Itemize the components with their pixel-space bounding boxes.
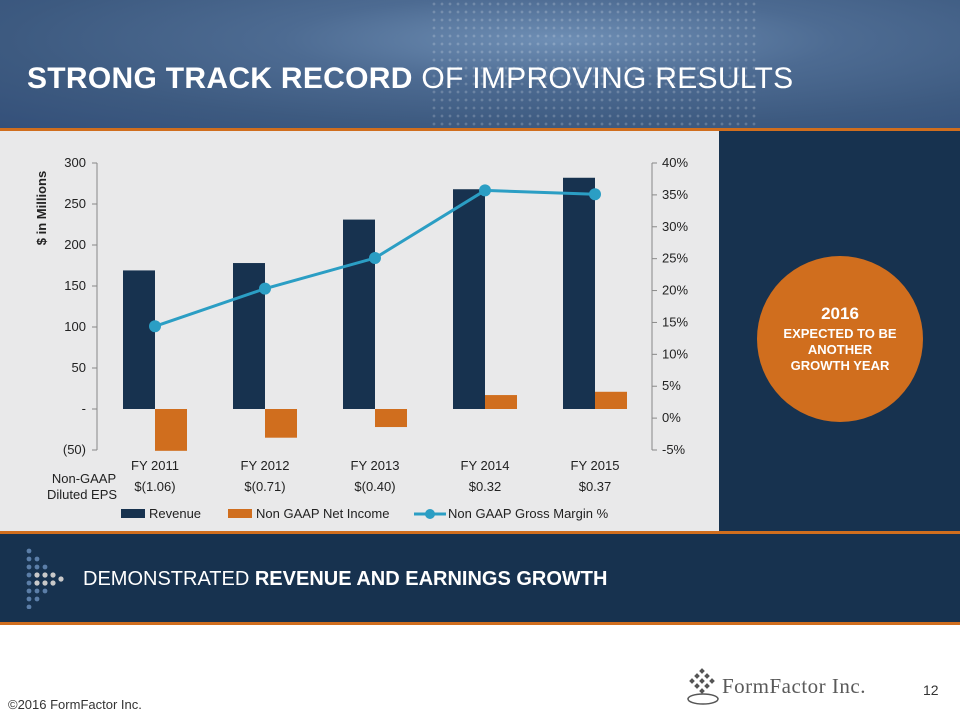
category-label: FY 2011 (131, 458, 179, 473)
net-income-bar (265, 409, 297, 438)
net-income-bar (595, 391, 627, 409)
right-tick-label: 0% (662, 410, 681, 425)
left-tick-label: 300 (64, 155, 86, 170)
left-tick-label: 200 (64, 237, 86, 252)
logo-wordmark: FormFactor Inc. (722, 674, 866, 698)
gross-margin-point (259, 282, 271, 295)
revenue-bar (453, 189, 485, 409)
title-light: OF IMPROVING RESULTS (412, 62, 794, 95)
callout-line-2: ANOTHER (807, 342, 873, 357)
header-circuit-pattern (430, 0, 760, 128)
eps-label-line-2: Diluted EPS (47, 487, 117, 502)
logo-mark-icon (687, 668, 719, 705)
copyright: ©2016 FormFactor Inc. (8, 697, 142, 712)
left-tick-label: (50) (63, 442, 86, 457)
legend-label-gross-margin: Non GAAP Gross Margin % (448, 506, 609, 521)
title-bold: STRONG TRACK RECORD (27, 62, 413, 95)
revenue-bar (123, 270, 155, 409)
callout-circle: 2016 EXPECTED TO BE ANOTHER GROWTH YEAR (757, 256, 923, 422)
eps-value: $0.37 (579, 479, 612, 494)
slide-title: STRONG TRACK RECORD OF IMPROVING RESULTS (27, 62, 794, 96)
left-tick-label: 150 (64, 278, 86, 293)
category-label: FY 2012 (241, 458, 290, 473)
right-tick-label: 30% (662, 219, 688, 234)
right-tick-label: -5% (662, 442, 686, 457)
right-tick-label: 10% (662, 346, 688, 361)
eps-label-line-1: Non-GAAP (52, 471, 116, 486)
right-tick-label: 25% (662, 251, 688, 266)
eps-value: $0.32 (469, 479, 502, 494)
eps-value: $(1.06) (134, 479, 175, 494)
revenue-bar (343, 219, 375, 409)
revenue-bar (233, 263, 265, 409)
callout-line-1: EXPECTED TO BE (783, 326, 897, 341)
chart-panel: 300 250 200 150 100 50 - (50) 40% 35% 30% 25% 20% 15%… (0, 131, 719, 531)
callout-year: 2016 (821, 304, 859, 323)
chevron-dots-icon (26, 548, 64, 609)
y-axis-title: $ in Millions (34, 171, 49, 245)
legend-swatch-revenue (121, 509, 145, 518)
category-label: FY 2015 (571, 458, 620, 473)
gross-margin-point (149, 320, 161, 333)
left-tick-label: 100 (64, 319, 86, 334)
right-tick-label: 5% (662, 378, 681, 393)
category-label: FY 2014 (461, 458, 510, 473)
company-logo: FormFactor Inc. (686, 666, 896, 706)
category-label: FY 2013 (351, 458, 400, 473)
divider-top (0, 128, 960, 131)
gross-margin-point (589, 188, 601, 201)
bottom-banner (0, 534, 960, 622)
left-tick-label: - (82, 401, 86, 416)
divider-middle (0, 531, 960, 534)
header-band (0, 0, 960, 128)
page-number: 12 (923, 682, 939, 698)
legend-swatch-gross-margin-point (425, 509, 435, 519)
revenue-bar (563, 177, 595, 409)
net-income-bar (375, 409, 407, 428)
gross-margin-point (369, 252, 381, 265)
banner-light: DEMONSTRATED (83, 568, 255, 590)
callout-line-3: GROWTH YEAR (790, 358, 890, 373)
right-tick-label: 15% (662, 314, 688, 329)
right-tick-label: 35% (662, 187, 688, 202)
legend-label-revenue: Revenue (149, 506, 201, 521)
net-income-bar (485, 395, 517, 409)
divider-bottom (0, 622, 960, 625)
right-tick-label: 20% (662, 283, 688, 298)
combo-chart: 300 250 200 150 100 50 - (50) 40% 35% 30% 25% 20% 15%… (34, 155, 688, 521)
left-tick-label: 250 (64, 196, 86, 211)
eps-value: $(0.40) (354, 479, 395, 494)
banner-text: DEMONSTRATED REVENUE AND EARNINGS GROWTH (83, 568, 607, 591)
gross-margin-point (479, 184, 491, 197)
net-income-bar (155, 409, 187, 451)
banner-bold: REVENUE AND EARNINGS GROWTH (254, 568, 608, 590)
legend-swatch-net-income (228, 509, 252, 518)
right-tick-label: 40% (662, 155, 688, 170)
legend-label-net-income: Non GAAP Net Income (256, 506, 389, 521)
eps-value: $(0.71) (244, 479, 285, 494)
left-tick-label: 50 (72, 360, 86, 375)
